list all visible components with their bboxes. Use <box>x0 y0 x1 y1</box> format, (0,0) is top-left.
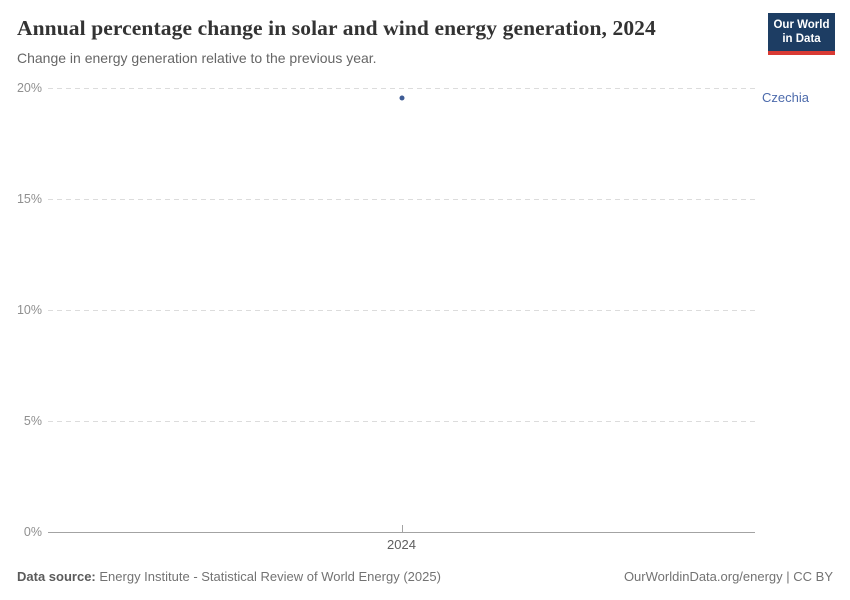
x-axis-tick-mark <box>401 525 403 532</box>
data-point-czechia[interactable] <box>399 95 404 101</box>
entity-label-czechia[interactable]: Czechia <box>762 89 809 105</box>
owid-logo[interactable]: Our World in Data <box>768 13 835 55</box>
chart-footer: Data source: Energy Institute - Statisti… <box>17 569 833 585</box>
footer-source-text: Energy Institute - Statistical Review of… <box>99 569 441 584</box>
y-gridline-15% <box>48 199 755 200</box>
y-axis-tick-label-0%: 0% <box>23 525 42 539</box>
owid-logo-red-stripe <box>768 51 835 55</box>
y-gridline-5% <box>48 421 755 422</box>
x-axis-line <box>48 532 755 533</box>
footer-license-link[interactable]: OurWorldinData.org/energy | CC BY <box>623 569 833 584</box>
y-axis-tick-label-10%: 10% <box>16 303 42 317</box>
y-gridline-20% <box>48 88 755 89</box>
y-axis-tick-label-15%: 15% <box>16 192 42 206</box>
footer-source: Data source: Energy Institute - Statisti… <box>17 569 441 585</box>
owid-logo-box: Our World in Data <box>768 13 835 51</box>
y-axis-tick-label-20%: 20% <box>16 81 42 95</box>
owid-logo-text-line1: Our World <box>773 19 830 31</box>
owid-logo-text-line2: in Data <box>782 33 821 45</box>
page-title: Annual percentage change in solar and wi… <box>17 16 656 40</box>
x-axis-tick-label: 2024 <box>387 537 416 552</box>
page-subtitle: Change in energy generation relative to … <box>17 50 377 66</box>
y-gridline-10% <box>48 310 755 311</box>
footer-source-label: Data source: <box>17 569 96 584</box>
y-axis-tick-label-5%: 5% <box>23 414 42 428</box>
